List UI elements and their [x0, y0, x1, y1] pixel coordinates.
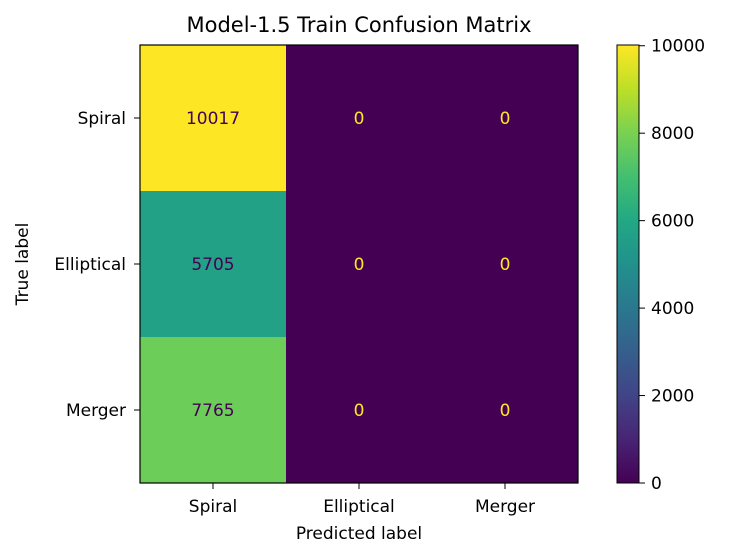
x-axis-label: Predicted label [296, 524, 422, 544]
heatmap-cell [286, 45, 433, 192]
colorbar-tick-label: 8000 [651, 124, 694, 144]
colorbar-ticks: 0 2000 4000 6000 8000 10000 [639, 37, 705, 494]
colorbar [616, 44, 640, 484]
chart-title: Model-1.5 Train Confusion Matrix [186, 13, 531, 37]
heatmap-cell [140, 337, 287, 484]
cell-value-label: 0 [354, 401, 365, 421]
cell-value-label: 7765 [191, 401, 234, 421]
colorbar-tick-label: 2000 [651, 387, 694, 407]
heatmap-cell [432, 191, 579, 338]
y-axis-ticks: Spiral Elliptical Merger [54, 109, 140, 421]
colorbar-tick-label: 0 [651, 474, 662, 494]
heatmap-cells [140, 45, 579, 484]
x-tick-label: Elliptical [323, 497, 395, 517]
heatmap-cell [140, 191, 287, 338]
y-axis-label: True label [13, 223, 33, 307]
colorbar-tick-label: 4000 [651, 299, 694, 319]
cell-value-label: 10017 [186, 109, 240, 129]
cell-value-label: 0 [500, 401, 511, 421]
cell-value-label: 0 [354, 109, 365, 129]
cell-value-label: 5705 [191, 255, 234, 275]
colorbar-tick-label: 10000 [651, 37, 705, 57]
heatmap-cell [432, 45, 579, 192]
cell-value-label: 0 [354, 255, 365, 275]
x-axis-ticks: Spiral Elliptical Merger [189, 483, 535, 517]
cell-value-label: 0 [500, 109, 511, 129]
y-tick-label: Spiral [78, 109, 126, 129]
y-tick-label: Elliptical [54, 255, 126, 275]
x-tick-label: Spiral [189, 497, 237, 517]
y-tick-label: Merger [66, 401, 126, 421]
heatmap-cell [286, 337, 433, 484]
heatmap-cell [432, 337, 579, 484]
cell-value-label: 0 [500, 255, 511, 275]
x-tick-label: Merger [475, 497, 535, 517]
heatmap-cell [286, 191, 433, 338]
heatmap-cell [140, 45, 287, 192]
colorbar-tick-label: 6000 [651, 212, 694, 232]
heatmap-cell-labels: 10017 0 0 5705 0 0 7765 0 0 [186, 109, 510, 421]
